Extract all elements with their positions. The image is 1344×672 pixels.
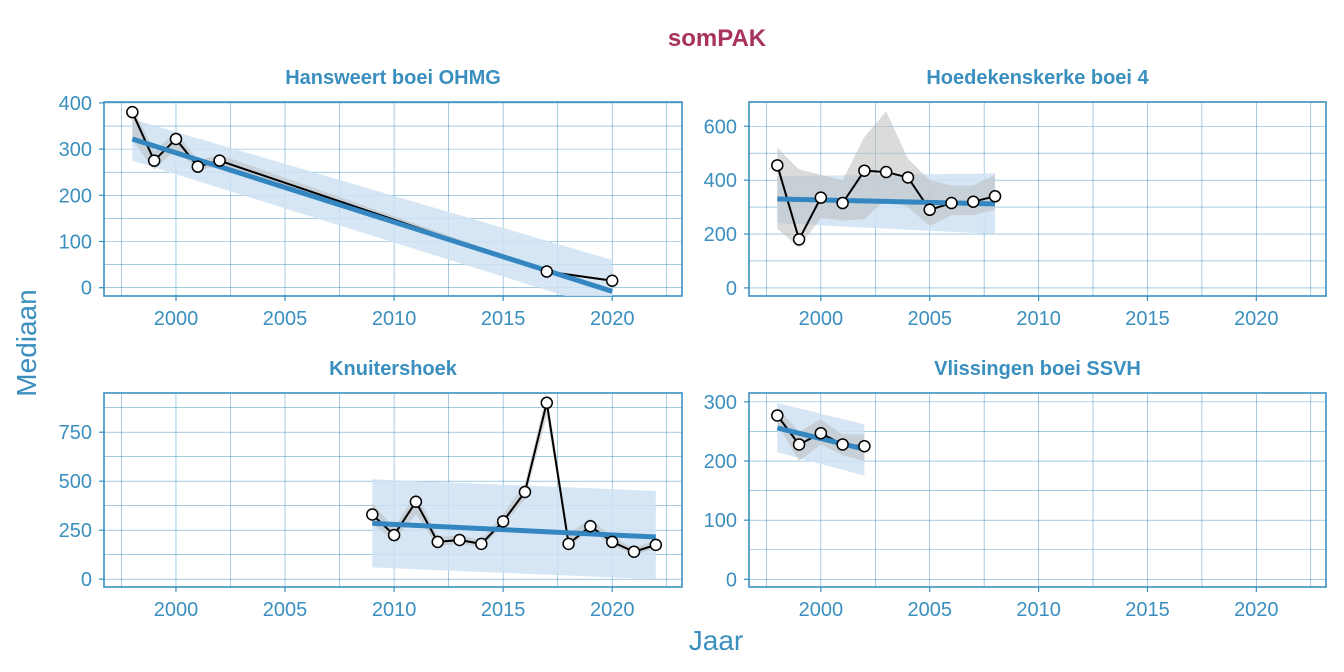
x-tick-label: 2000: [799, 599, 844, 621]
data-point: [191, 160, 205, 173]
data-point: [475, 537, 488, 551]
y-tick-label: 300: [59, 139, 92, 161]
y-tick-label: 0: [81, 569, 92, 591]
data-point: [431, 535, 444, 549]
data-point: [540, 396, 554, 410]
data-point: [792, 438, 806, 451]
y-tick-label: 0: [726, 278, 737, 300]
data-point: [496, 515, 510, 528]
panel-title: Hoedekenskerke boei 4: [926, 67, 1149, 89]
y-tick-label: 0: [81, 278, 92, 300]
x-tick-label: 2010: [372, 599, 417, 621]
x-tick-label: 2015: [481, 599, 526, 621]
data-point: [584, 520, 597, 533]
data-point: [967, 195, 980, 208]
data-point: [453, 533, 466, 547]
data-point: [605, 535, 619, 549]
y-tick-label: 500: [59, 471, 92, 493]
data-point: [988, 190, 1002, 203]
data-point: [836, 438, 849, 451]
y-axis-label: Mediaan: [11, 289, 42, 396]
x-tick-label: 2005: [907, 599, 952, 621]
panel-title: Vlissingen boei SSVH: [934, 358, 1141, 380]
x-tick-label: 2005: [907, 308, 952, 330]
data-point: [387, 528, 401, 542]
data-point: [169, 132, 183, 146]
x-tick-label: 2000: [154, 599, 199, 621]
y-tick-label: 300: [704, 392, 737, 414]
data-point: [858, 439, 871, 453]
panel-frame: [103, 392, 683, 588]
data-point: [814, 191, 828, 204]
data-point: [792, 233, 806, 246]
plot-area: [771, 403, 871, 476]
panel-1: Hansweert boei OHMG 2000 2005 2010 2015 2020 0…: [59, 67, 683, 330]
data-point: [627, 545, 641, 558]
x-tick-label: 2005: [263, 599, 308, 621]
data-point: [945, 196, 958, 210]
y-tick-label: 200: [59, 185, 92, 207]
data-point: [923, 203, 936, 217]
x-tick-label: 2015: [1125, 599, 1170, 621]
x-tick-label: 2005: [263, 308, 308, 330]
y-tick-label: 100: [59, 231, 92, 253]
plot-area: [771, 111, 1002, 248]
x-tick-label: 2010: [372, 308, 417, 330]
data-point: [366, 508, 379, 521]
x-tick-label: 2020: [1234, 308, 1279, 330]
y-tick-label: 250: [59, 520, 92, 542]
trend-line: [131, 136, 613, 294]
data-point: [126, 105, 139, 119]
y-tick-label: 600: [704, 116, 737, 138]
data-point: [518, 485, 532, 499]
panel-title: Knuitershoek: [329, 358, 458, 380]
data-point: [562, 537, 575, 551]
panel-title: Hansweert boei OHMG: [285, 67, 501, 89]
data-point: [605, 274, 619, 288]
panel-frame: [748, 392, 1327, 588]
data-point: [540, 265, 554, 278]
y-tick-label: 400: [59, 93, 92, 115]
y-tick-label: 200: [704, 451, 737, 473]
plot-area: [366, 393, 663, 580]
panel-frame: [748, 101, 1327, 297]
x-tick-label: 2020: [590, 599, 635, 621]
panel-frame: [103, 101, 683, 297]
trend-line: [777, 196, 996, 207]
x-tick-label: 2020: [1234, 599, 1279, 621]
x-tick-label: 2020: [590, 308, 635, 330]
data-point: [771, 159, 784, 172]
x-tick-label: 2010: [1016, 599, 1061, 621]
data-point: [858, 164, 871, 177]
y-tick-label: 0: [726, 569, 737, 591]
y-tick-label: 400: [704, 170, 737, 192]
data-point: [649, 538, 663, 552]
x-tick-label: 2015: [481, 308, 526, 330]
data-point: [213, 154, 226, 167]
y-tick-label: 100: [704, 510, 737, 532]
plot-area: [126, 105, 619, 296]
data-point: [836, 196, 849, 210]
trend-line: [372, 520, 656, 540]
data-point: [771, 409, 784, 422]
x-tick-label: 2015: [1125, 308, 1170, 330]
data-point: [814, 426, 828, 440]
x-axis-label: Jaar: [689, 625, 743, 656]
data-point: [901, 171, 915, 184]
data-point: [147, 154, 161, 167]
smoother-band: [777, 111, 996, 248]
data-point: [879, 165, 893, 179]
figure-title: somPAK: [668, 25, 767, 52]
x-tick-label: 2000: [799, 308, 844, 330]
y-tick-label: 200: [704, 224, 737, 246]
data-point: [409, 495, 423, 509]
panel-3: Knuitershoek 2000 2005 2010 2015 2020 0 250 500 7…: [59, 358, 683, 621]
y-tick-label: 750: [59, 422, 92, 444]
x-tick-label: 2010: [1016, 308, 1061, 330]
x-tick-label: 2000: [154, 308, 199, 330]
